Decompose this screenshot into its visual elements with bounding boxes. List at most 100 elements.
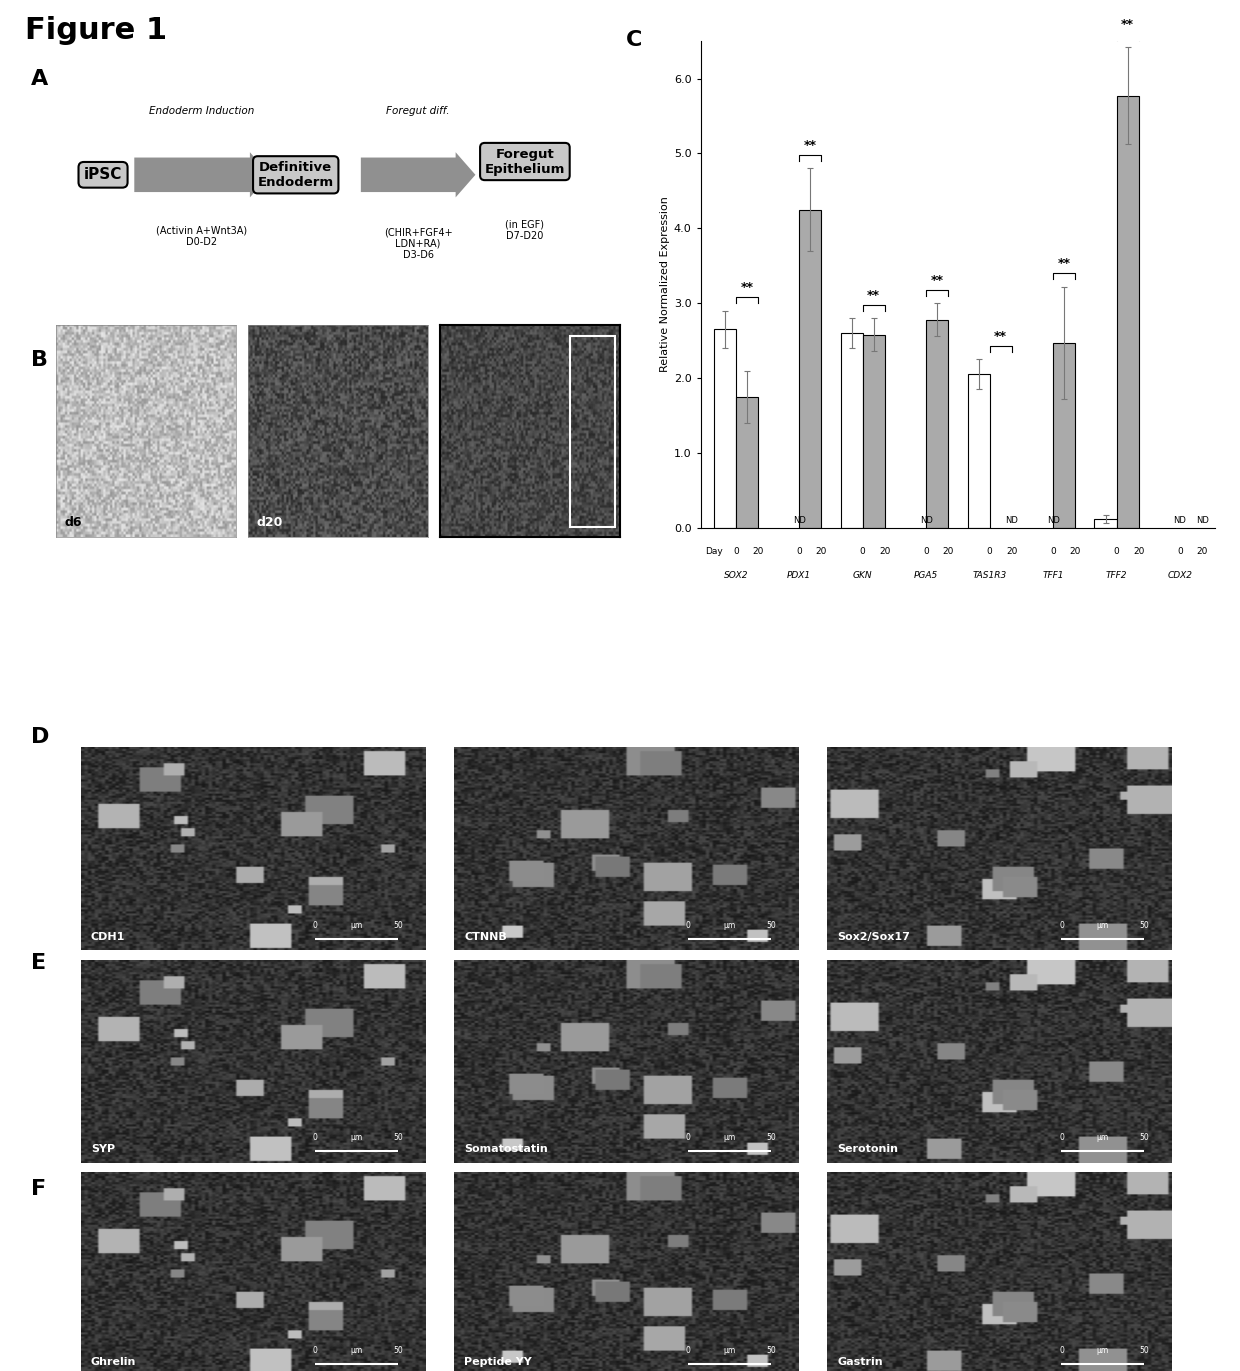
Text: ND: ND (1047, 515, 1059, 525)
Text: 0: 0 (312, 1134, 317, 1142)
Text: C: C (626, 30, 642, 51)
Text: iPSC: iPSC (84, 167, 123, 182)
Text: TFF2: TFF2 (1106, 572, 1127, 580)
Text: 0: 0 (312, 921, 317, 930)
Bar (1095, 518, 1116, 528)
Text: 0: 0 (924, 547, 929, 555)
Text: Somatostatin: Somatostatin (464, 1145, 548, 1154)
Text: 20: 20 (942, 547, 954, 555)
Text: **: ** (994, 330, 1007, 343)
Text: 50: 50 (1140, 1346, 1149, 1355)
Bar (841, 333, 863, 528)
Text: μm: μm (1096, 1134, 1109, 1142)
Text: ND: ND (920, 515, 932, 525)
Bar (569, 336, 615, 526)
Text: 50: 50 (766, 1134, 776, 1142)
Text: ND: ND (792, 515, 806, 525)
Text: **: ** (931, 274, 944, 287)
Text: 50: 50 (393, 1346, 403, 1355)
Text: 0: 0 (686, 921, 691, 930)
Text: CTNNB: CTNNB (464, 932, 507, 942)
Text: CDX2: CDX2 (1168, 572, 1193, 580)
Text: Gastrin: Gastrin (837, 1357, 883, 1367)
Text: 0: 0 (733, 547, 739, 555)
Text: 50: 50 (393, 921, 403, 930)
Text: 0: 0 (1050, 547, 1056, 555)
Text: 20: 20 (1197, 547, 1208, 555)
Text: Endoderm Induction: Endoderm Induction (149, 106, 254, 117)
Text: Definitive
Endoderm: Definitive Endoderm (258, 160, 334, 189)
Text: μm: μm (723, 1346, 735, 1355)
Text: **: ** (1058, 258, 1070, 270)
Text: 0: 0 (686, 1134, 691, 1142)
Bar (1053, 343, 1075, 528)
Text: ND: ND (1173, 515, 1187, 525)
Text: PDX1: PDX1 (787, 572, 811, 580)
Bar (967, 374, 990, 528)
FancyArrow shape (361, 152, 475, 197)
Text: 0: 0 (1177, 547, 1183, 555)
Bar (863, 335, 885, 528)
Text: Ghrelin: Ghrelin (91, 1357, 136, 1367)
Text: E: E (31, 953, 46, 973)
Text: d20: d20 (257, 515, 284, 529)
Text: (in EGF)
D7-D20: (in EGF) D7-D20 (506, 219, 544, 241)
Text: 50: 50 (766, 921, 776, 930)
Text: A: A (31, 69, 48, 89)
Text: Foregut diff.: Foregut diff. (387, 106, 450, 117)
Text: 20: 20 (879, 547, 890, 555)
Bar (926, 319, 949, 528)
Text: 20: 20 (1133, 547, 1145, 555)
Text: 20: 20 (1069, 547, 1081, 555)
Text: 0: 0 (686, 1346, 691, 1355)
Text: **: ** (740, 281, 754, 295)
Text: 0: 0 (987, 547, 992, 555)
Text: Figure 1: Figure 1 (25, 16, 167, 45)
Text: (Activin A+Wnt3A)
D0-D2: (Activin A+Wnt3A) D0-D2 (156, 225, 248, 247)
Text: SOX2: SOX2 (723, 572, 748, 580)
Text: d6: d6 (64, 515, 82, 529)
Text: Sox2/Sox17: Sox2/Sox17 (837, 932, 910, 942)
Bar (735, 396, 758, 528)
Text: 50: 50 (1140, 1134, 1149, 1142)
Text: Day: Day (706, 547, 723, 555)
Text: μm: μm (1096, 1346, 1109, 1355)
Text: **: ** (804, 138, 817, 152)
Text: 20: 20 (1006, 547, 1017, 555)
Text: (CHIR+FGF4+
LDN+RA)
D3-D6: (CHIR+FGF4+ LDN+RA) D3-D6 (384, 228, 453, 260)
Text: μm: μm (1096, 921, 1109, 930)
Text: 50: 50 (1140, 921, 1149, 930)
Text: μm: μm (350, 921, 362, 930)
Text: 0: 0 (796, 547, 802, 555)
Text: PGA5: PGA5 (914, 572, 939, 580)
FancyArrow shape (134, 152, 270, 197)
Text: SYP: SYP (91, 1145, 115, 1154)
Text: D: D (31, 727, 50, 747)
Text: Foregut
Epithelium: Foregut Epithelium (485, 148, 565, 175)
Text: **: ** (1121, 18, 1135, 30)
Text: μm: μm (350, 1134, 362, 1142)
Text: 50: 50 (393, 1134, 403, 1142)
Text: B: B (31, 350, 48, 370)
Bar (714, 329, 735, 528)
Text: μm: μm (723, 921, 735, 930)
Text: μm: μm (350, 1346, 362, 1355)
Text: 0: 0 (312, 1346, 317, 1355)
Text: 0: 0 (1059, 1346, 1064, 1355)
Text: μm: μm (723, 1134, 735, 1142)
Bar (1116, 96, 1138, 528)
Y-axis label: Relative Normalized Expression: Relative Normalized Expression (660, 196, 670, 373)
Text: 0: 0 (1059, 1134, 1064, 1142)
Text: 50: 50 (766, 1346, 776, 1355)
Text: TFF1: TFF1 (1043, 572, 1064, 580)
Text: ND: ND (1195, 515, 1209, 525)
Text: 20: 20 (753, 547, 764, 555)
Text: 0: 0 (859, 547, 866, 555)
Text: 0: 0 (1114, 547, 1120, 555)
Text: 20: 20 (816, 547, 827, 555)
Text: ND: ND (1006, 515, 1018, 525)
Text: Peptide YY: Peptide YY (464, 1357, 532, 1367)
Text: 0: 0 (1059, 921, 1064, 930)
Text: GKN: GKN (853, 572, 873, 580)
Bar (800, 210, 821, 528)
